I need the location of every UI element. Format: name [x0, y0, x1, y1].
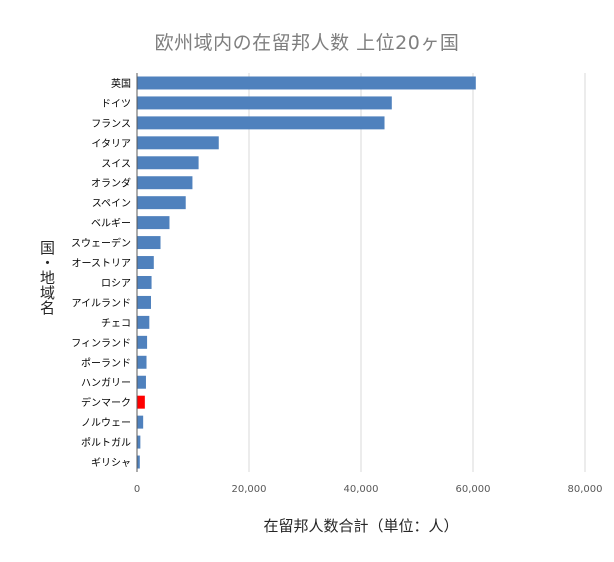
bar — [137, 216, 170, 230]
bar — [137, 156, 199, 170]
bar — [137, 236, 161, 250]
bar — [137, 295, 151, 309]
x-tick-label: 20,000 — [232, 484, 267, 495]
category-tick-label: スペイン — [92, 199, 131, 210]
category-tick-label: オランダ — [91, 177, 131, 190]
category-tick-label: 英国 — [111, 77, 131, 90]
x-tick-label: 80,000 — [568, 484, 603, 495]
x-axis-label: 在留邦人数合計（単位：人） — [263, 517, 459, 535]
category-tick-label: フィンランド — [71, 337, 131, 349]
category-tick-label: スイス — [101, 159, 131, 170]
category-tick-label: ノルウェー — [81, 417, 131, 429]
category-tick-label: オーストリア — [72, 258, 132, 270]
category-tick-label: アイルランド — [72, 297, 132, 309]
x-tick-label: 60,000 — [456, 484, 491, 495]
bar — [137, 415, 144, 429]
bar — [137, 375, 146, 389]
bar — [137, 136, 219, 150]
bar — [137, 256, 154, 270]
y-axis-label: 国・地域名 — [38, 240, 56, 315]
category-tick-label: チェコ — [101, 317, 131, 329]
bar — [137, 395, 145, 409]
bar — [137, 455, 140, 469]
category-tick-label: ロシア — [101, 278, 131, 289]
bar — [137, 275, 152, 289]
x-tick-label: 40,000 — [344, 484, 379, 495]
bar — [137, 315, 150, 329]
bar — [137, 196, 186, 210]
bar — [137, 116, 385, 130]
bar — [137, 96, 392, 110]
bar — [137, 76, 476, 90]
chart-title: 欧州域内の在留邦人数 上位20ヶ国 — [154, 32, 460, 54]
category-tick-label: ポーランド — [81, 357, 131, 369]
bar — [137, 176, 193, 190]
x-tick-label: 0 — [134, 484, 140, 495]
category-tick-label: スウェーデン — [71, 237, 131, 250]
category-tick-label: デンマーク — [81, 396, 131, 409]
category-tick-label: イタリア — [91, 138, 131, 150]
bar — [137, 355, 147, 369]
category-tick-label: フランス — [91, 118, 131, 130]
bar — [137, 435, 141, 449]
category-tick-label: ギリシャ — [91, 457, 131, 469]
category-tick-label: ドイツ — [101, 99, 131, 110]
category-tick-label: ハンガリー — [81, 377, 131, 389]
category-tick-label: ベルギー — [91, 218, 131, 230]
bar — [137, 335, 148, 349]
category-tick-label: ポルトガル — [81, 437, 131, 449]
